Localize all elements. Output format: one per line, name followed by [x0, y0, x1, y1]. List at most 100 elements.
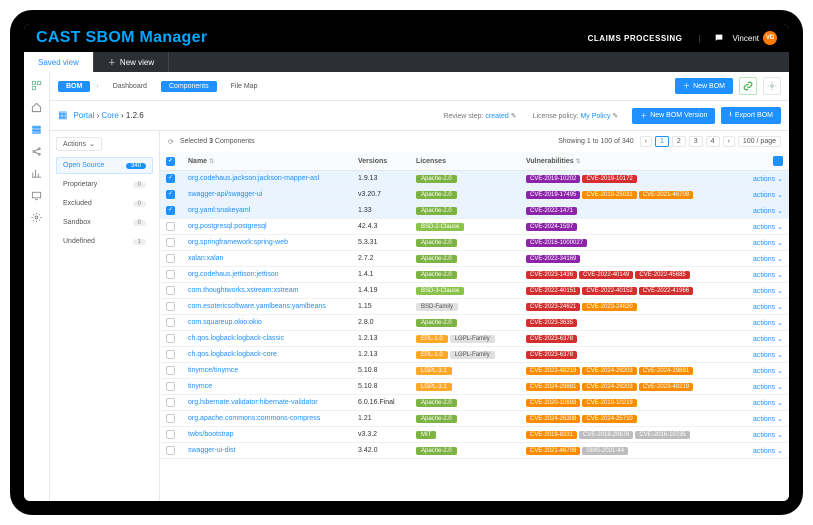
- rail-apps-icon[interactable]: [30, 78, 44, 92]
- table-row[interactable]: org.codehaus.jettison:jettison1.4.1Apach…: [160, 267, 789, 283]
- row-actions[interactable]: actions ⌄: [753, 416, 783, 423]
- component-name-link[interactable]: twbs/bootstrap: [188, 431, 234, 438]
- row-checkbox[interactable]: [166, 318, 175, 327]
- page-4[interactable]: 4: [706, 136, 720, 147]
- table-row[interactable]: com.thoughtworks.xstream:xstream1.4.19BS…: [160, 283, 789, 299]
- context-name[interactable]: CLAIMS PROCESSING: [588, 34, 683, 43]
- avatar[interactable]: VD: [763, 31, 777, 45]
- tab-saved-view[interactable]: Saved view: [24, 52, 94, 72]
- row-checkbox[interactable]: [166, 206, 175, 215]
- table-row[interactable]: tinymce/tinymce5.10.8LGPL-3.1CVE-2023-48…: [160, 363, 789, 379]
- row-actions[interactable]: actions ⌄: [753, 448, 783, 455]
- page-1[interactable]: 1: [655, 136, 669, 147]
- row-checkbox[interactable]: [166, 398, 175, 407]
- link-button[interactable]: [739, 77, 757, 95]
- component-name-link[interactable]: com.esotericsoftware.yamlbeans:yamlbeans: [188, 303, 326, 310]
- refresh-icon[interactable]: ⟳: [168, 138, 174, 146]
- component-name-link[interactable]: org.apache.commons:commons-compress: [188, 415, 320, 422]
- bom-pill[interactable]: BOM: [58, 81, 90, 92]
- actions-dropdown[interactable]: Actions ⌄: [56, 137, 102, 151]
- component-name-link[interactable]: org.postgresql:postgresql: [188, 223, 267, 230]
- row-checkbox[interactable]: [166, 430, 175, 439]
- table-row[interactable]: org.springframework:spring-web5.3.31Apac…: [160, 235, 789, 251]
- rail-chart-icon[interactable]: [30, 166, 44, 180]
- table-row[interactable]: com.esotericsoftware.yamlbeans:yamlbeans…: [160, 299, 789, 315]
- table-row[interactable]: org.postgresql:postgresql42.4.3BSD-2-Cla…: [160, 219, 789, 235]
- component-name-link[interactable]: tinymce/tinymce: [188, 367, 238, 374]
- select-all-checkbox[interactable]: [166, 157, 175, 166]
- sidebar-item-proprietary[interactable]: Proprietary0: [56, 176, 153, 193]
- component-name-link[interactable]: tinymce: [188, 383, 212, 390]
- row-actions[interactable]: actions ⌄: [753, 256, 783, 263]
- rail-settings-icon[interactable]: [30, 210, 44, 224]
- table-row[interactable]: com.squareup.okio:okio2.8.0Apache-2.0CVE…: [160, 315, 789, 331]
- row-checkbox[interactable]: [166, 254, 175, 263]
- component-name-link[interactable]: swagger-ui-dist: [188, 447, 235, 454]
- sidebar-item-excluded[interactable]: Excluded0: [56, 195, 153, 212]
- table-row[interactable]: twbs/bootstrapv3.3.2MITCVE-2019-8331CVE-…: [160, 427, 789, 443]
- crumb-portal[interactable]: Portal: [73, 111, 94, 120]
- rail-screen-icon[interactable]: [30, 188, 44, 202]
- component-name-link[interactable]: xalan:xalan: [188, 255, 223, 262]
- component-name-link[interactable]: org.hibernate.validator:hibernate-valida…: [188, 399, 318, 406]
- page-2[interactable]: 2: [672, 136, 686, 147]
- row-actions[interactable]: actions ⌄: [753, 336, 783, 343]
- component-name-link[interactable]: org.springframework:spring-web: [188, 239, 288, 246]
- user-name[interactable]: Vincent: [732, 34, 759, 43]
- row-actions[interactable]: actions ⌄: [753, 224, 783, 231]
- table-row[interactable]: ch.qos.logback:logback-core1.2.13EPL-1.0…: [160, 347, 789, 363]
- sidebar-item-sandbox[interactable]: Sandbox0: [56, 214, 153, 231]
- row-checkbox[interactable]: [166, 414, 175, 423]
- tab-new-view[interactable]: ＋New view: [94, 52, 169, 72]
- col-name[interactable]: Name⇅: [182, 152, 352, 171]
- component-name-link[interactable]: org.yaml:snakeyaml: [188, 207, 250, 214]
- row-actions[interactable]: actions ⌄: [753, 176, 783, 183]
- col-vulns[interactable]: Vulnerabilities⇅: [520, 152, 747, 171]
- rail-share-icon[interactable]: [30, 144, 44, 158]
- table-row[interactable]: org.yaml:snakeyaml1.33Apache-2.0CVE-2022…: [160, 203, 789, 219]
- table-row[interactable]: org.hibernate.validator:hibernate-valida…: [160, 395, 789, 411]
- tab-filemap[interactable]: File Map: [223, 81, 266, 92]
- table-row[interactable]: swagger-api/swagger-uiv3.20.7Apache-2.0C…: [160, 187, 789, 203]
- row-checkbox[interactable]: [166, 366, 175, 375]
- page-3[interactable]: 3: [689, 136, 703, 147]
- component-name-link[interactable]: org.codehaus.jackson:jackson-mapper-asl: [188, 175, 319, 182]
- tab-dashboard[interactable]: Dashboard: [105, 81, 155, 92]
- export-bom-button[interactable]: ⭳ Export BOM: [721, 107, 781, 124]
- component-name-link[interactable]: ch.qos.logback:logback-core: [188, 351, 277, 358]
- table-row[interactable]: ch.qos.logback:logback-classic1.2.13EPL-…: [160, 331, 789, 347]
- row-checkbox[interactable]: [166, 238, 175, 247]
- per-page-select[interactable]: 100 / page: [738, 136, 781, 147]
- row-checkbox[interactable]: [166, 286, 175, 295]
- col-versions[interactable]: Versions: [352, 152, 410, 171]
- row-checkbox[interactable]: [166, 350, 175, 359]
- row-checkbox[interactable]: [166, 190, 175, 199]
- component-name-link[interactable]: org.codehaus.jettison:jettison: [188, 271, 279, 278]
- new-bom-version-button[interactable]: ＋ New BOM Version: [632, 108, 715, 124]
- row-checkbox[interactable]: [166, 270, 175, 279]
- row-actions[interactable]: actions ⌄: [753, 352, 783, 359]
- row-actions[interactable]: actions ⌄: [753, 272, 783, 279]
- component-name-link[interactable]: com.squareup.okio:okio: [188, 319, 262, 326]
- row-actions[interactable]: actions ⌄: [753, 240, 783, 247]
- sidebar-item-open-source[interactable]: Open Source340: [56, 157, 153, 174]
- row-actions[interactable]: actions ⌄: [753, 432, 783, 439]
- page-prev[interactable]: ‹: [640, 136, 652, 147]
- table-row[interactable]: xalan:xalan2.7.2Apache-2.0CVE-2022-34169…: [160, 251, 789, 267]
- chat-icon[interactable]: [714, 33, 724, 43]
- col-licenses[interactable]: Licenses: [410, 152, 520, 171]
- row-checkbox[interactable]: [166, 302, 175, 311]
- row-actions[interactable]: actions ⌄: [753, 288, 783, 295]
- row-actions[interactable]: actions ⌄: [753, 320, 783, 327]
- component-name-link[interactable]: com.thoughtworks.xstream:xstream: [188, 287, 298, 294]
- row-actions[interactable]: actions ⌄: [753, 192, 783, 199]
- settings-button[interactable]: [763, 77, 781, 95]
- tab-components[interactable]: Components: [161, 81, 217, 92]
- row-actions[interactable]: actions ⌄: [753, 304, 783, 311]
- row-checkbox[interactable]: [166, 382, 175, 391]
- col-actions[interactable]: [747, 152, 789, 171]
- row-checkbox[interactable]: [166, 222, 175, 231]
- crumb-core[interactable]: Core: [101, 111, 118, 120]
- rail-list-icon[interactable]: [30, 122, 44, 136]
- page-next[interactable]: ›: [723, 136, 735, 147]
